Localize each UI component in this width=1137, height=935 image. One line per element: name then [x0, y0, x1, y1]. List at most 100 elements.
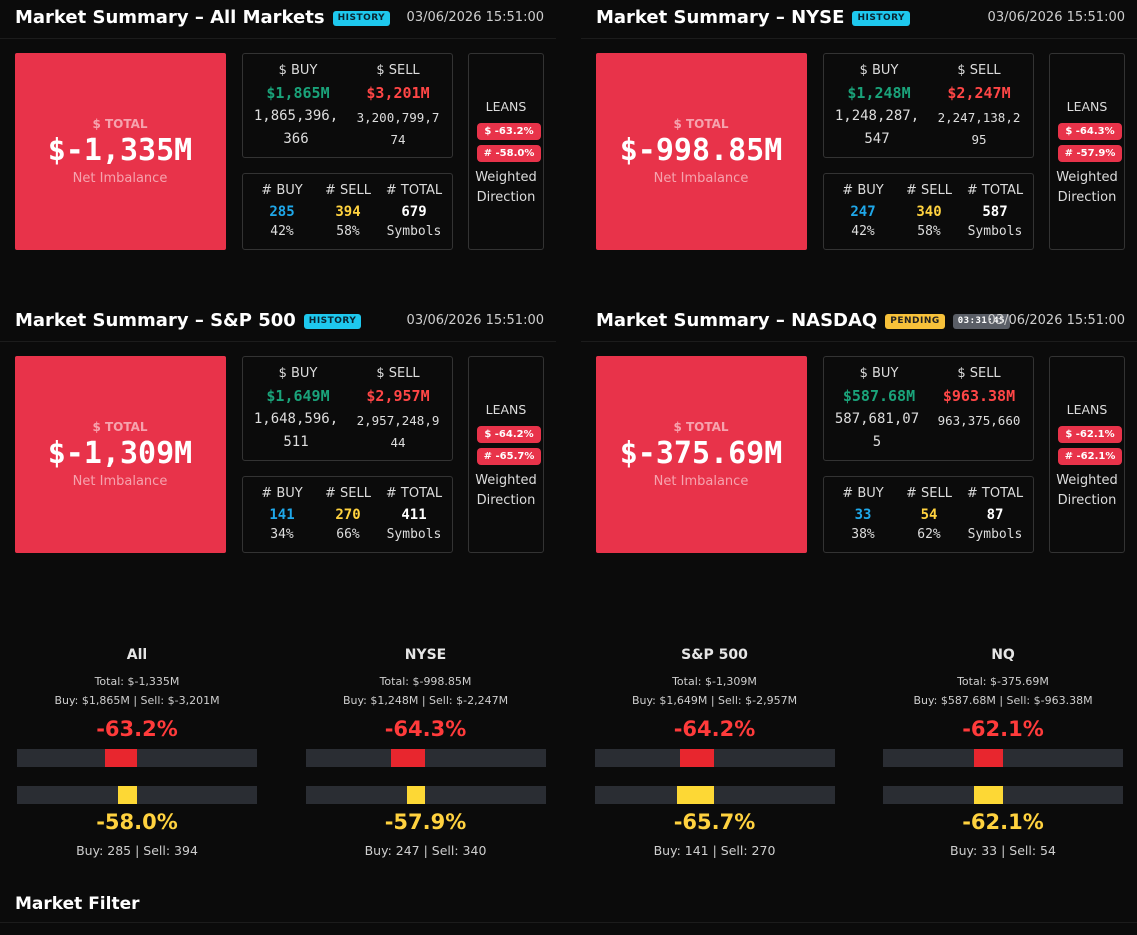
summary-counts: Buy: 33 | Sell: 54: [950, 843, 1056, 858]
lean-bar: [973, 749, 1003, 767]
timestamp: 03/06/2026 15:51:00: [987, 313, 1125, 328]
panel-title: Market Summary – All Markets: [15, 7, 325, 28]
count-value: 33: [854, 507, 872, 523]
lean-track: [594, 749, 835, 767]
count-percent: 58%: [917, 224, 941, 239]
lean-badge: # -62.1%: [1058, 448, 1122, 465]
count-label: # TOTAL: [385, 183, 443, 198]
lean-badge: $ -64.3%: [1058, 123, 1122, 140]
summary-name: S&P 500: [681, 647, 748, 663]
count-label: # BUY: [842, 183, 884, 198]
sell-full-value: 2,247,138,295: [937, 110, 1021, 147]
total-value: $-998.85M: [619, 133, 783, 168]
count-value: 247: [850, 204, 876, 220]
lean-bar: [680, 749, 715, 767]
lean-track: [17, 786, 257, 804]
sell-label: $ SELL: [957, 366, 1001, 381]
buy-value: $1,248M: [847, 84, 911, 102]
dollar-lean: -62.1%: [962, 717, 1044, 741]
lean-badge: # -58.0%: [477, 145, 541, 162]
dollar-lean: -64.2%: [673, 717, 756, 741]
panel-header: Market Summary – S&P 500 HISTORY: [15, 309, 362, 333]
lean-badge: # -57.9%: [1058, 145, 1122, 162]
buy-value: $1,649M: [266, 387, 330, 405]
flow-box: $ BUY $ SELL $1,649M $2,957M 1,648,596,511 2,…: [242, 356, 453, 461]
buy-full-value: 587,681,075: [834, 411, 920, 450]
buy-label: $ BUY: [859, 63, 899, 78]
count-percent: 66%: [336, 527, 360, 542]
count-value: 87: [986, 507, 1004, 523]
count-value: 411: [401, 507, 427, 523]
section-divider: [0, 922, 1137, 923]
market-panel: Market Summary – NASDAQ PENDING 03:31:45 03…: [581, 303, 1137, 573]
symbols-label: Symbols: [386, 527, 442, 542]
sell-full-value: 963,375,660: [937, 413, 1021, 428]
lean-track: [883, 786, 1123, 804]
status-badge: HISTORY: [852, 11, 911, 26]
summary-total: Total: $-1,309M: [672, 675, 757, 688]
status-badge: HISTORY: [332, 11, 391, 26]
count-label: # BUY: [261, 486, 303, 501]
sell-full-value: 2,957,248,944: [356, 413, 440, 450]
count-percent: 38%: [851, 527, 875, 542]
net-imbalance-label: Net Imbalance: [653, 474, 749, 489]
summary-flows: Buy: $1,649M | Sell: $-2,957M: [631, 694, 798, 707]
count-box: # BUY 141 34% # SELL 270 66% # TOTAL 411 Symbols: [242, 476, 453, 553]
symbols-label: Symbols: [967, 527, 1023, 542]
leans-label: LEANS: [485, 99, 527, 114]
sell-value: $2,957M: [366, 387, 430, 405]
weighted-direction-label: Weighted Direction: [1056, 473, 1118, 508]
count-value: 679: [401, 204, 427, 220]
panel-header: Market Summary – All Markets HISTORY: [15, 6, 391, 30]
lean-badge: # -65.7%: [477, 448, 541, 465]
summary-flows: Buy: $1,865M | Sell: $-3,201M: [54, 694, 220, 707]
weighted-direction-label: Weighted Direction: [1056, 170, 1118, 205]
total-label: $ TOTAL: [673, 117, 729, 131]
count-value: 394: [335, 204, 361, 220]
lean-bar: [676, 786, 715, 804]
count-box: # BUY 285 42% # SELL 394 58% # TOTAL 679 Symbols: [242, 173, 453, 250]
panel-title: Market Summary – NYSE: [596, 7, 845, 28]
buy-full-value: 1,248,287,547: [834, 108, 920, 147]
summary-counts: Buy: 141 | Sell: 270: [653, 843, 776, 858]
lean-bar: [117, 786, 137, 804]
total-box: $ TOTAL $-1,309M Net Imbalance: [15, 356, 226, 553]
sell-label: $ SELL: [376, 63, 420, 78]
count-value: 270: [335, 507, 361, 523]
sell-value: $3,201M: [366, 84, 430, 102]
total-box: $ TOTAL $-1,335M Net Imbalance: [15, 53, 226, 250]
summary-counts: Buy: 285 | Sell: 394: [76, 843, 198, 858]
net-imbalance-label: Net Imbalance: [72, 171, 168, 186]
summary-total: Total: $-1,335M: [94, 675, 180, 688]
market-panel: Market Summary – All Markets HISTORY 03/06…: [0, 0, 556, 270]
market-panel: Market Summary – NYSE HISTORY 03/06/2026 1…: [581, 0, 1137, 270]
total-value: $-1,309M: [47, 436, 193, 471]
count-percent: 34%: [270, 527, 294, 542]
total-label: $ TOTAL: [92, 420, 148, 434]
lean-badge: $ -63.2%: [477, 123, 541, 140]
weighted-direction-label: Weighted Direction: [475, 170, 537, 205]
panel-header: Market Summary – NYSE HISTORY: [596, 6, 911, 30]
dollar-lean: -64.3%: [384, 717, 467, 741]
count-value: 587: [982, 204, 1008, 220]
count-lean: -65.7%: [673, 810, 756, 834]
total-label: $ TOTAL: [673, 420, 729, 434]
count-value: 285: [269, 204, 295, 220]
buy-label: $ BUY: [859, 366, 899, 381]
leans-label: LEANS: [485, 402, 527, 417]
leans-box: LEANS $ -62.1% # -62.1% Weighted Direction: [1049, 356, 1125, 553]
net-imbalance-label: Net Imbalance: [72, 474, 168, 489]
lean-track: [305, 749, 546, 767]
count-label: # SELL: [325, 183, 371, 198]
timestamp: 03/06/2026 15:51:00: [406, 313, 544, 328]
sell-label: $ SELL: [957, 63, 1001, 78]
lean-bar: [391, 749, 426, 767]
symbols-label: Symbols: [386, 224, 442, 239]
summary-name: NYSE: [404, 647, 447, 663]
leans-box: LEANS $ -63.2% # -58.0% Weighted Direction: [468, 53, 544, 250]
panel-header: Market Summary – NASDAQ PENDING 03:31:45: [596, 309, 1011, 333]
summary-total: Total: $-375.69M: [957, 675, 1049, 688]
summary-name: All: [126, 647, 148, 663]
header-divider: [0, 341, 556, 342]
